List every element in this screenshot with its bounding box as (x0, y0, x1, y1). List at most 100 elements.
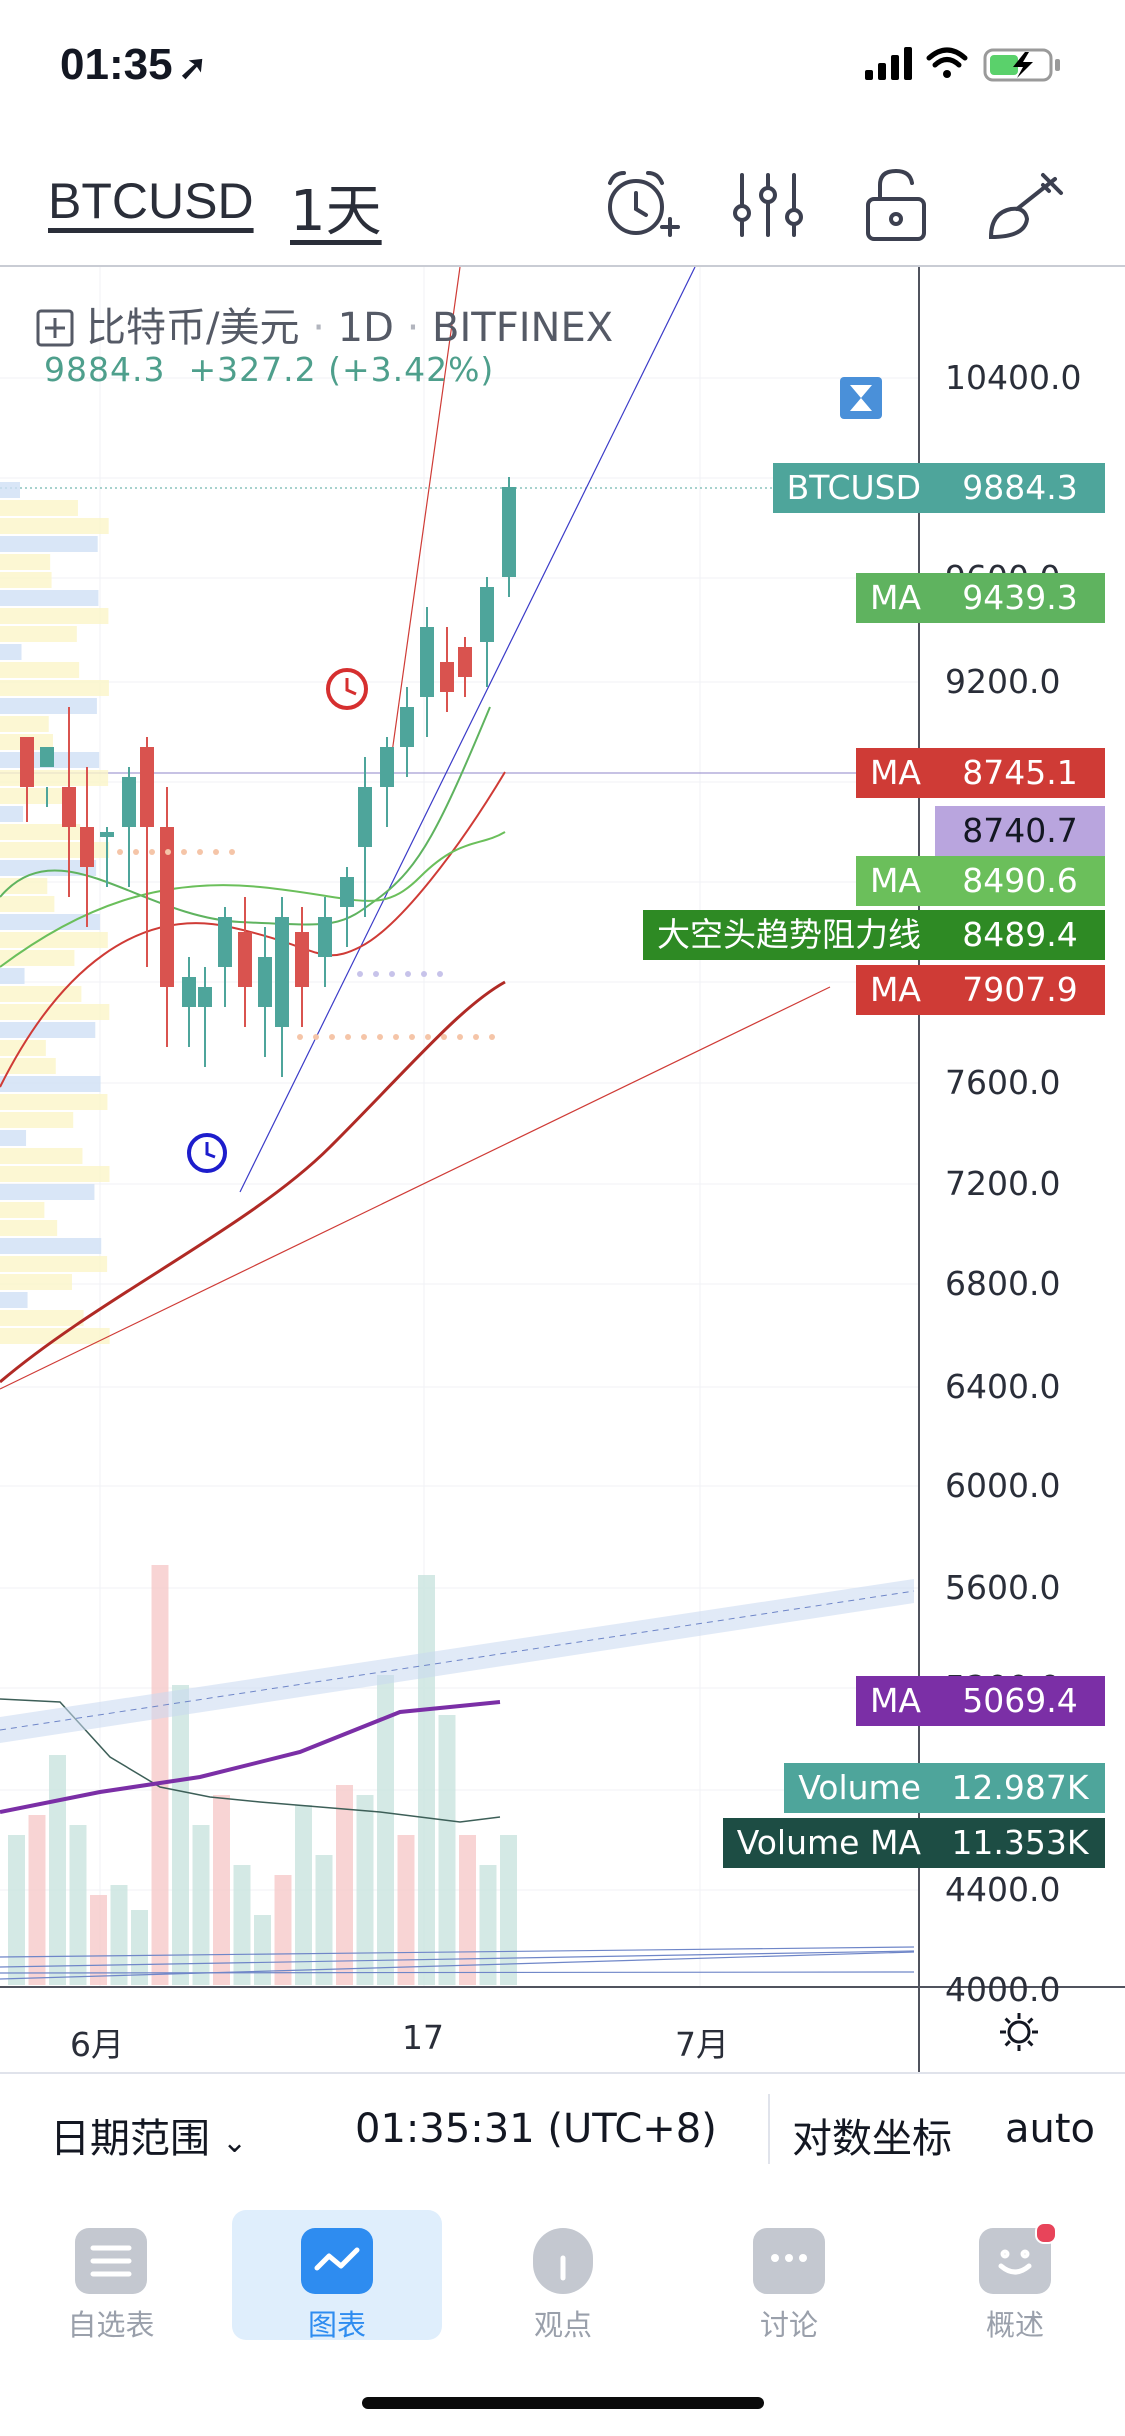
fan-line (0, 1946, 915, 1958)
chart-line-icon (301, 2228, 373, 2294)
volume-profile-bar (0, 1166, 110, 1182)
tab-chart[interactable]: 图表 (232, 2210, 442, 2342)
pivot-dot (425, 1034, 431, 1040)
date-range-button[interactable]: 日期范围 ⌄ (50, 2116, 248, 2162)
volume-bar (254, 1915, 271, 1985)
volume-bar (336, 1785, 353, 1985)
indicators-icon[interactable] (728, 165, 808, 245)
volume-profile-bar (0, 572, 52, 588)
steep-trend-line (389, 267, 461, 768)
price-label-name: 大空头趋势阻力线 (643, 910, 935, 960)
volume-profile-bar (0, 536, 98, 552)
regression-midline (0, 1590, 915, 1731)
price-label[interactable]: BTCUSD 9884.3 (772, 463, 1105, 513)
candle-body (318, 917, 332, 957)
pivot-dot (377, 1034, 383, 1040)
volume-profile-bar (0, 482, 20, 498)
pivot-dot (329, 1034, 335, 1040)
price-axis-tick: 7600.0 (945, 1063, 1061, 1102)
candle-body (295, 932, 309, 987)
pivot-dot (393, 1034, 399, 1040)
volume-profile-bar (0, 896, 55, 912)
alarm-add-icon[interactable] (600, 165, 680, 245)
volume-profile-bar (0, 662, 80, 678)
price-label-value: 9439.3 (935, 573, 1105, 623)
volume-profile-bar (0, 806, 24, 822)
volume-profile-bar (0, 1202, 45, 1218)
legend-change: +327.2 (+3.42%) (188, 350, 495, 389)
pivot-dot (181, 849, 187, 855)
volume-profile-bar (0, 1040, 46, 1056)
hourglass-icon[interactable] (840, 377, 882, 419)
pivot-dot (197, 849, 203, 855)
price-label-name: MA (855, 856, 935, 906)
volume-bar (356, 1795, 374, 1985)
price-axis-tick: 10400.0 (945, 358, 1082, 397)
fan-line (0, 1971, 915, 1974)
resistance-trend-line (0, 986, 831, 1390)
volume-profile-bar (0, 608, 109, 624)
volume-bar (192, 1825, 210, 1985)
volume-profile-bar (0, 554, 51, 570)
price-axis-tick: 6000.0 (945, 1466, 1061, 1505)
price-label[interactable]: MA 9439.3 (855, 573, 1105, 623)
price-label[interactable]: MA 8490.6 (855, 856, 1105, 906)
tab-ideas[interactable]: 观点 (458, 2210, 668, 2342)
pivot-dot (441, 1034, 447, 1040)
legend-interval: 1D (337, 305, 394, 351)
tab-discussion[interactable]: 讨论 (684, 2210, 894, 2342)
price-label-value: 8745.1 (935, 748, 1105, 798)
volume-profile-bar (0, 1292, 28, 1308)
candle-body (100, 832, 114, 837)
fan-line (0, 1950, 915, 1968)
pivot-dot (489, 1034, 495, 1040)
candle-body (400, 707, 414, 747)
price-label-value: 8740.7 (935, 806, 1105, 856)
volume-profile-bar (0, 788, 76, 804)
clock-timezone[interactable]: 01:35:31 (UTC+8) (355, 2106, 717, 2152)
tab-overview[interactable]: 概述 (910, 2210, 1120, 2342)
log-scale-toggle[interactable]: 对数坐标 (792, 2116, 952, 2162)
price-label[interactable]: 8740.7 (935, 806, 1105, 856)
fan-line (0, 1951, 915, 1980)
price-label[interactable]: Volume 12.987K (784, 1763, 1105, 1813)
symbol-button[interactable]: BTCUSD (48, 173, 254, 229)
volume-profile-bar (0, 698, 97, 714)
volume-profile-bar (0, 500, 78, 516)
bottom-tab-bar: 自选表 图表 观点 讨论 概述 (0, 2190, 1125, 2436)
price-label[interactable]: 大空头趋势阻力线 8489.4 (643, 910, 1105, 960)
price-label[interactable]: MA 7907.9 (855, 965, 1105, 1015)
unlock-icon[interactable] (858, 165, 938, 245)
price-label-name: MA (855, 748, 935, 798)
chart-settings-gear-icon[interactable] (998, 2011, 1040, 2053)
volume-bar (90, 1895, 107, 1985)
auto-scale-toggle[interactable]: auto (1005, 2106, 1096, 2152)
battery-charging-icon (983, 48, 1060, 82)
notification-dot (1035, 2222, 1057, 2244)
ma-line-light-green (0, 831, 506, 968)
tab-watchlist[interactable]: 自选表 (6, 2210, 216, 2342)
volume-bar (233, 1865, 251, 1985)
price-axis-tick: 4400.0 (945, 1870, 1061, 1909)
volume-profile-bar (0, 770, 109, 786)
pivot-dot (409, 1034, 415, 1040)
price-chart[interactable] (0, 267, 1125, 2072)
price-label[interactable]: Volume MA 11.353K (722, 1818, 1105, 1868)
interval-button[interactable]: 1天 (290, 179, 382, 244)
expand-legend-icon[interactable] (36, 309, 74, 347)
price-label-name: Volume MA (722, 1818, 935, 1868)
pivot-dot (313, 1034, 319, 1040)
smiley-icon (979, 2222, 1057, 2294)
candle-body (480, 587, 494, 642)
candle-body (218, 917, 232, 967)
volume-profile-bar (0, 1310, 84, 1326)
price-label[interactable]: MA 5069.4 (855, 1676, 1105, 1726)
volume-bar (213, 1795, 230, 1985)
candle-body (275, 917, 289, 1027)
volume-profile-bar (0, 1076, 101, 1092)
divider (768, 2094, 770, 2164)
drawing-brush-icon[interactable] (985, 165, 1065, 245)
volume-profile-bar (0, 1094, 108, 1110)
volume-bar (500, 1835, 517, 1985)
price-label[interactable]: MA 8745.1 (855, 748, 1105, 798)
